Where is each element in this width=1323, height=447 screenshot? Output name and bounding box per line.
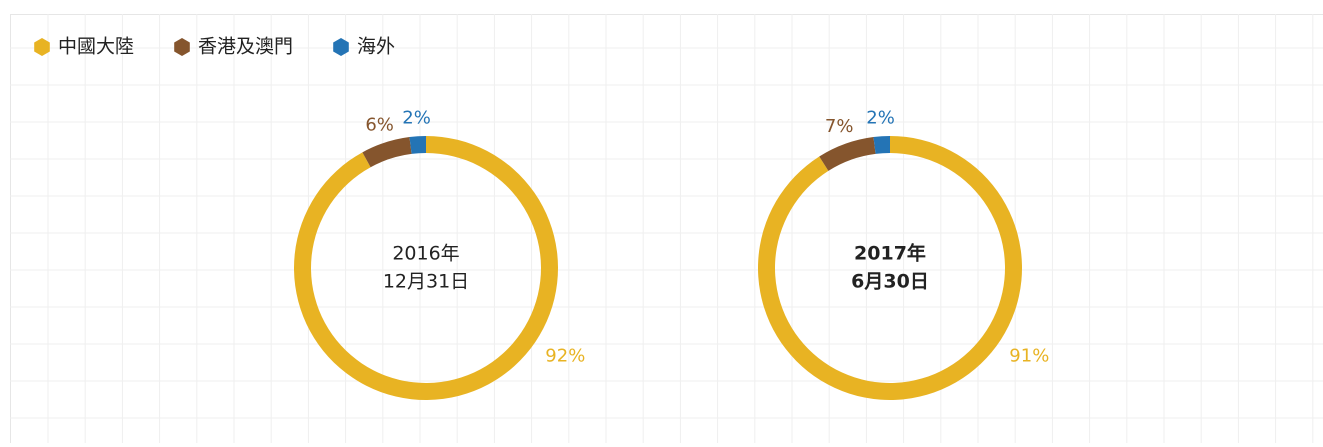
value-label: 91% [1009, 345, 1049, 366]
legend-label: 中國大陸 [58, 36, 134, 58]
value-label: 2% [402, 107, 431, 128]
legend-swatch [174, 38, 190, 56]
background-grid [10, 14, 1323, 443]
legend-swatch [333, 38, 349, 56]
legend: 中國大陸 香港及澳門 海外 [34, 36, 395, 58]
legend-label: 香港及澳門 [198, 36, 293, 58]
frame [11, 15, 1323, 444]
donut-slice [409, 136, 426, 154]
legend-label: 海外 [357, 36, 395, 58]
value-label: 2% [866, 107, 895, 128]
center-label: 6月30日 [851, 271, 929, 293]
donut-slice [873, 136, 890, 154]
donut-slice [758, 136, 1022, 400]
donut-slice [294, 136, 558, 400]
value-label: 7% [825, 116, 854, 137]
center-label: 12月31日 [383, 271, 469, 293]
value-label: 6% [365, 114, 394, 135]
donut-slice [362, 137, 411, 167]
value-label: 92% [545, 345, 585, 366]
legend-swatch [34, 38, 50, 56]
center-label: 2017年 [854, 242, 926, 265]
donut-slice [819, 137, 875, 171]
center-label: 2016年 [392, 243, 459, 265]
